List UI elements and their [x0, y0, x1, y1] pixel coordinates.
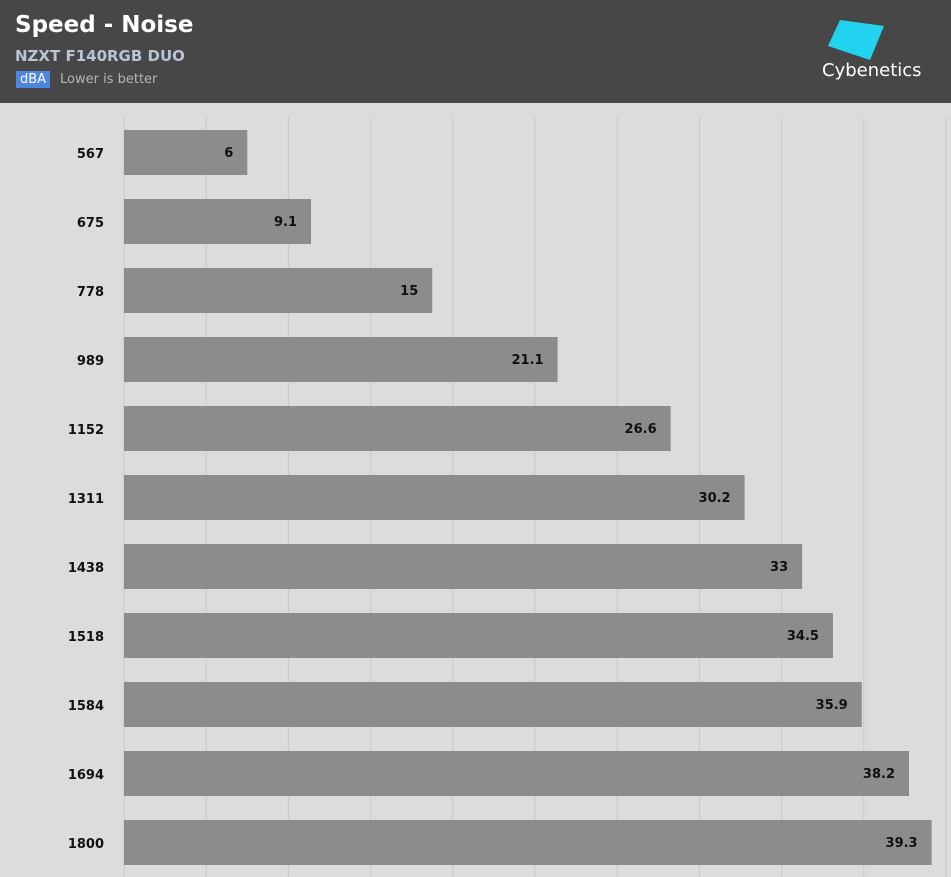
bar	[124, 751, 910, 796]
bar	[124, 406, 671, 451]
value-label: 15	[400, 284, 418, 299]
value-label: 34.5	[787, 629, 819, 644]
value-label: 35.9	[816, 698, 848, 713]
value-label: 26.6	[625, 422, 657, 437]
y-tick-label: 1694	[68, 768, 104, 783]
y-tick-label: 989	[77, 354, 104, 369]
y-tick-label: 675	[77, 216, 104, 231]
bar	[124, 682, 862, 727]
unit-badge: dBA	[16, 71, 51, 88]
logo-text: Cybenetics	[822, 60, 922, 81]
bar	[124, 130, 248, 175]
logo-icon	[828, 20, 884, 60]
bar	[124, 475, 745, 520]
y-tick-label: 1311	[68, 492, 104, 507]
y-tick-label: 778	[77, 285, 104, 300]
bar	[124, 199, 312, 244]
chart-subtitle: NZXT F140RGB DUO	[15, 47, 185, 65]
y-tick-label: 567	[77, 147, 104, 162]
bar	[124, 268, 433, 313]
value-label: 9.1	[274, 215, 297, 230]
value-label: 30.2	[699, 491, 731, 506]
bar	[124, 613, 833, 658]
note: Lower is better	[60, 72, 158, 87]
bar	[124, 544, 803, 589]
value-label: 33	[770, 560, 788, 575]
bar	[124, 820, 932, 865]
y-tick-label: 1438	[68, 561, 104, 576]
chart-title: Speed - Noise	[15, 12, 194, 38]
chart: 567 6 675 9.1 778 15 989 21.1 1152 26.6 1311 30.2 14…	[68, 117, 947, 877]
y-tick-label: 1152	[68, 423, 104, 438]
y-tick-label: 1800	[68, 837, 104, 852]
value-label: 38.2	[863, 767, 895, 782]
bar	[124, 337, 558, 382]
header: Speed - Noise NZXT F140RGB DUO dBA Lower…	[0, 0, 951, 103]
value-label: 39.3	[886, 836, 918, 851]
y-tick-label: 1584	[68, 699, 104, 714]
value-label: 21.1	[512, 353, 544, 368]
y-tick-label: 1518	[68, 630, 104, 645]
value-label: 6	[224, 146, 233, 161]
